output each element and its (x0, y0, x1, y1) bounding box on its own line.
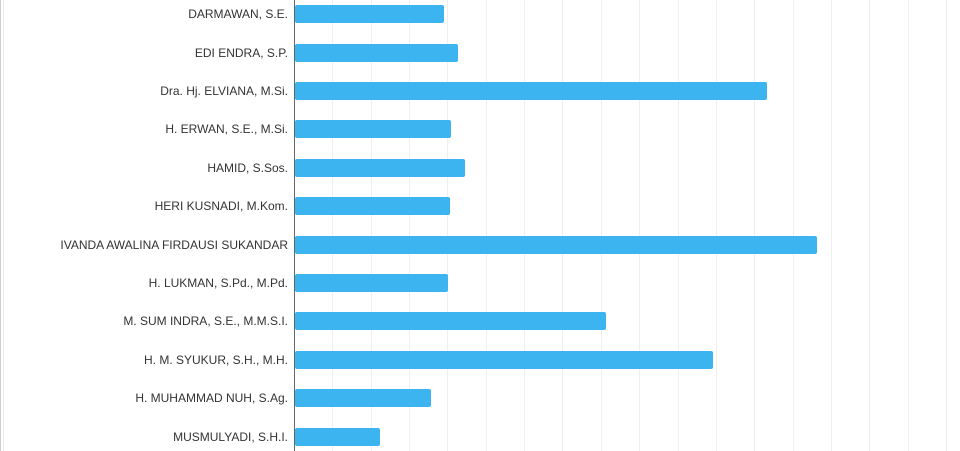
bar[interactable] (295, 120, 452, 139)
category-label: IVANDA AWALINA FIRDAUSI SUKANDAR (60, 237, 288, 252)
category-label: Dra. Hj. ELVIANA, M.Si. (160, 84, 288, 98)
gridline (754, 0, 756, 451)
gridline (830, 0, 832, 451)
category-label: HERI KUSNADI, M.Kom. (154, 199, 288, 214)
category-label: M. SUM INDRA, S.E., M.M.S.I. (123, 314, 288, 329)
gridline (907, 0, 909, 451)
bar[interactable] (295, 43, 459, 62)
bar[interactable] (295, 158, 465, 177)
bar[interactable] (295, 5, 445, 24)
category-label: H. M. SYUKUR, S.H., M.H. (143, 352, 288, 367)
category-label: H. MUHAMMAD NUH, S.Ag. (135, 391, 288, 406)
bar[interactable] (295, 197, 451, 216)
bar[interactable] (295, 274, 449, 292)
gridline (600, 0, 602, 451)
category-label: H. ERWAN, S.E., M.Si. (165, 122, 288, 137)
gridline (677, 0, 679, 451)
gridline (409, 0, 411, 451)
category-label: DARMAWAN, S.E. (188, 7, 288, 22)
category-label: H. LUKMAN, S.Pd., M.Pd. (148, 276, 288, 290)
y-axis-line (293, 0, 295, 451)
gridline (945, 0, 947, 451)
bar[interactable] (295, 427, 381, 446)
gridline (447, 0, 449, 451)
bar[interactable] (295, 312, 607, 331)
bar[interactable] (295, 235, 817, 254)
gridline (524, 0, 526, 451)
left-edge-border (0, 0, 1, 451)
left-edge-inner-border (3, 0, 4, 451)
gridline (639, 0, 641, 451)
bar[interactable] (295, 82, 768, 100)
bar[interactable] (295, 350, 713, 369)
gridline (715, 0, 717, 451)
category-label: HAMID, S.Sos. (207, 160, 288, 175)
category-label: MUSMULYADI, S.H.I. (173, 429, 288, 444)
gridline (792, 0, 794, 451)
gridline (485, 0, 487, 451)
gridline (370, 0, 372, 451)
category-label: EDI ENDRA, S.P. (194, 45, 288, 60)
gridline (562, 0, 564, 451)
gridline (332, 0, 334, 451)
bar[interactable] (295, 389, 431, 408)
gridline (869, 0, 871, 451)
